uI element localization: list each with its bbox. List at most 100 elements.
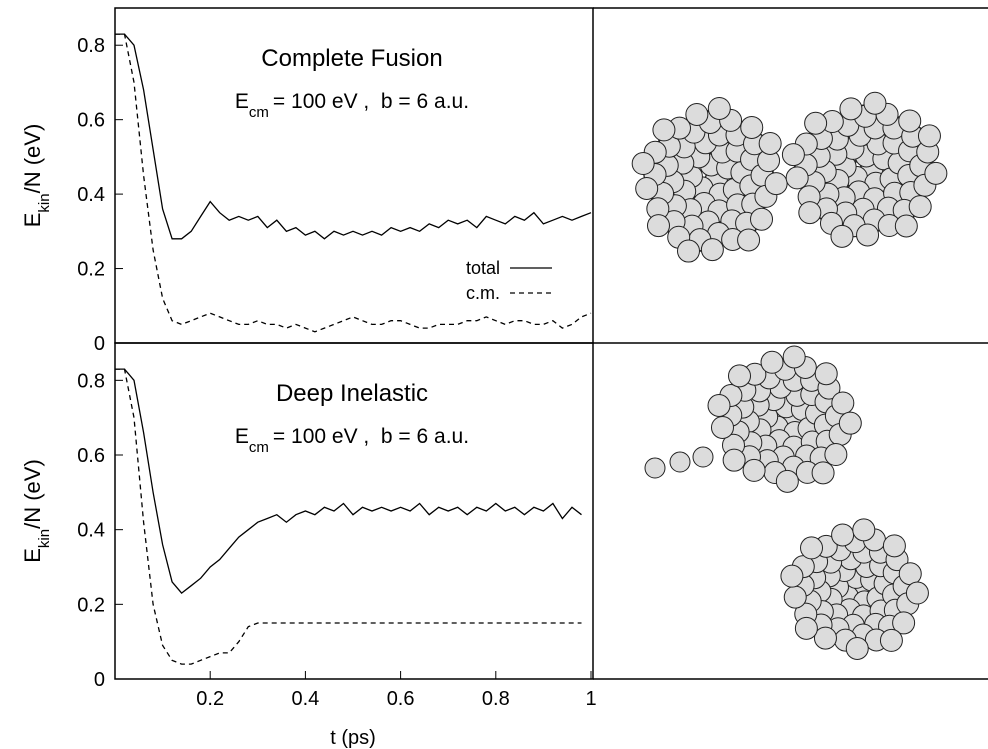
x-axis-label: t (ps)	[330, 727, 376, 749]
y-label-symbol: E	[20, 213, 45, 228]
atom	[852, 518, 876, 542]
y-axis-label: Ekin/N (eV)	[20, 124, 53, 228]
chart-title: Complete Fusion	[261, 45, 442, 72]
atom	[646, 214, 670, 238]
plot-frame	[114, 342, 594, 680]
legend-label: c.m.	[466, 283, 500, 303]
x-tick-label: 0.2	[196, 688, 224, 710]
panel-frames	[593, 7, 988, 680]
atom	[775, 469, 799, 493]
atom	[794, 616, 818, 640]
atom	[652, 118, 676, 142]
atom	[892, 611, 916, 635]
atom	[760, 350, 784, 374]
atom	[882, 534, 906, 558]
atom	[800, 536, 824, 560]
atom	[764, 172, 788, 196]
y-tick-label: 0.4	[77, 520, 105, 542]
atom	[635, 176, 659, 200]
atom	[692, 446, 714, 468]
chart-title: Deep Inelastic	[276, 380, 428, 407]
atom	[785, 166, 809, 190]
atom	[685, 102, 709, 126]
atom	[879, 628, 903, 652]
atom	[710, 415, 734, 439]
atom	[804, 111, 828, 135]
atom	[814, 362, 838, 386]
y-tick-label: 0.6	[77, 445, 105, 467]
atom	[839, 97, 863, 121]
energy-text: = 100 eV , b = 6 a.u.	[273, 90, 469, 113]
atom	[898, 109, 922, 133]
y-label-text: /N (eV)	[20, 124, 45, 194]
y-axis-label: Ekin/N (eV)	[20, 459, 53, 563]
atom	[631, 152, 655, 176]
atom	[644, 457, 666, 479]
atom	[811, 461, 835, 485]
atom	[740, 115, 764, 139]
atom	[856, 223, 880, 247]
atom	[750, 207, 774, 231]
atom	[894, 214, 918, 238]
atom	[737, 228, 761, 252]
energy-label: Ecm = 100 eV , b = 6 a.u.	[235, 90, 469, 121]
chart-panel: 0 0.2 0.4 0.6 0.8 0.2 0.4 0.6 0.8 1 t (ps) Ekin/N (…	[20, 342, 597, 749]
atom	[758, 131, 782, 155]
x-tick-label: 1	[585, 688, 596, 710]
atom	[831, 523, 855, 547]
atom	[782, 345, 806, 369]
atom	[742, 458, 766, 482]
y-tick-label: 0.8	[77, 370, 105, 392]
atom	[838, 411, 862, 435]
atom	[728, 364, 752, 388]
x-tick-label: 0.8	[482, 688, 510, 710]
y-label-text: /N (eV)	[20, 459, 45, 529]
cluster-snapshots	[631, 91, 948, 661]
atom	[905, 581, 929, 605]
legend-label: total	[466, 258, 500, 278]
y-label-subscript: kin	[36, 529, 53, 548]
x-tick-label: 0.4	[291, 688, 319, 710]
atom	[722, 448, 746, 472]
chart-panel: 0 0.2 0.4 0.6 0.8 Ekin/N (eV) Complete Fusion E…	[20, 7, 594, 355]
series-line	[115, 368, 582, 594]
y-tick-label: 0.2	[77, 259, 105, 281]
atom	[707, 393, 731, 417]
y-tick-label: 0	[94, 669, 105, 691]
atom	[780, 564, 804, 588]
atom	[798, 201, 822, 225]
y-label-subscript: kin	[36, 193, 53, 212]
atom	[898, 562, 922, 586]
energy-label: Ecm = 100 eV , b = 6 a.u.	[235, 425, 469, 456]
atom	[707, 96, 731, 120]
atom	[831, 391, 855, 415]
x-tick-label: 0.6	[387, 688, 415, 710]
atom	[908, 195, 932, 219]
y-tick-label: 0.2	[77, 594, 105, 616]
series-line	[115, 368, 582, 665]
atom	[824, 443, 848, 467]
series-line	[115, 33, 592, 333]
atom	[924, 161, 948, 185]
atom	[917, 124, 941, 148]
atom	[676, 239, 700, 263]
energy-subscript: cm	[249, 104, 269, 121]
y-tick-label: 0.8	[77, 35, 105, 57]
y-tick-label: 0.6	[77, 110, 105, 132]
energy-symbol: E	[235, 90, 249, 113]
atom	[830, 224, 854, 248]
atom	[700, 238, 724, 262]
atom	[781, 143, 805, 167]
atom	[783, 585, 807, 609]
atom	[813, 626, 837, 650]
energy-symbol: E	[235, 425, 249, 448]
series-line	[115, 33, 592, 240]
y-label-symbol: E	[20, 548, 45, 563]
energy-subscript: cm	[249, 439, 269, 456]
atom	[845, 637, 869, 661]
y-tick-label: 0.4	[77, 184, 105, 206]
energy-text: = 100 eV , b = 6 a.u.	[273, 425, 469, 448]
atom	[669, 451, 691, 473]
y-tick-label: 0	[94, 333, 105, 355]
